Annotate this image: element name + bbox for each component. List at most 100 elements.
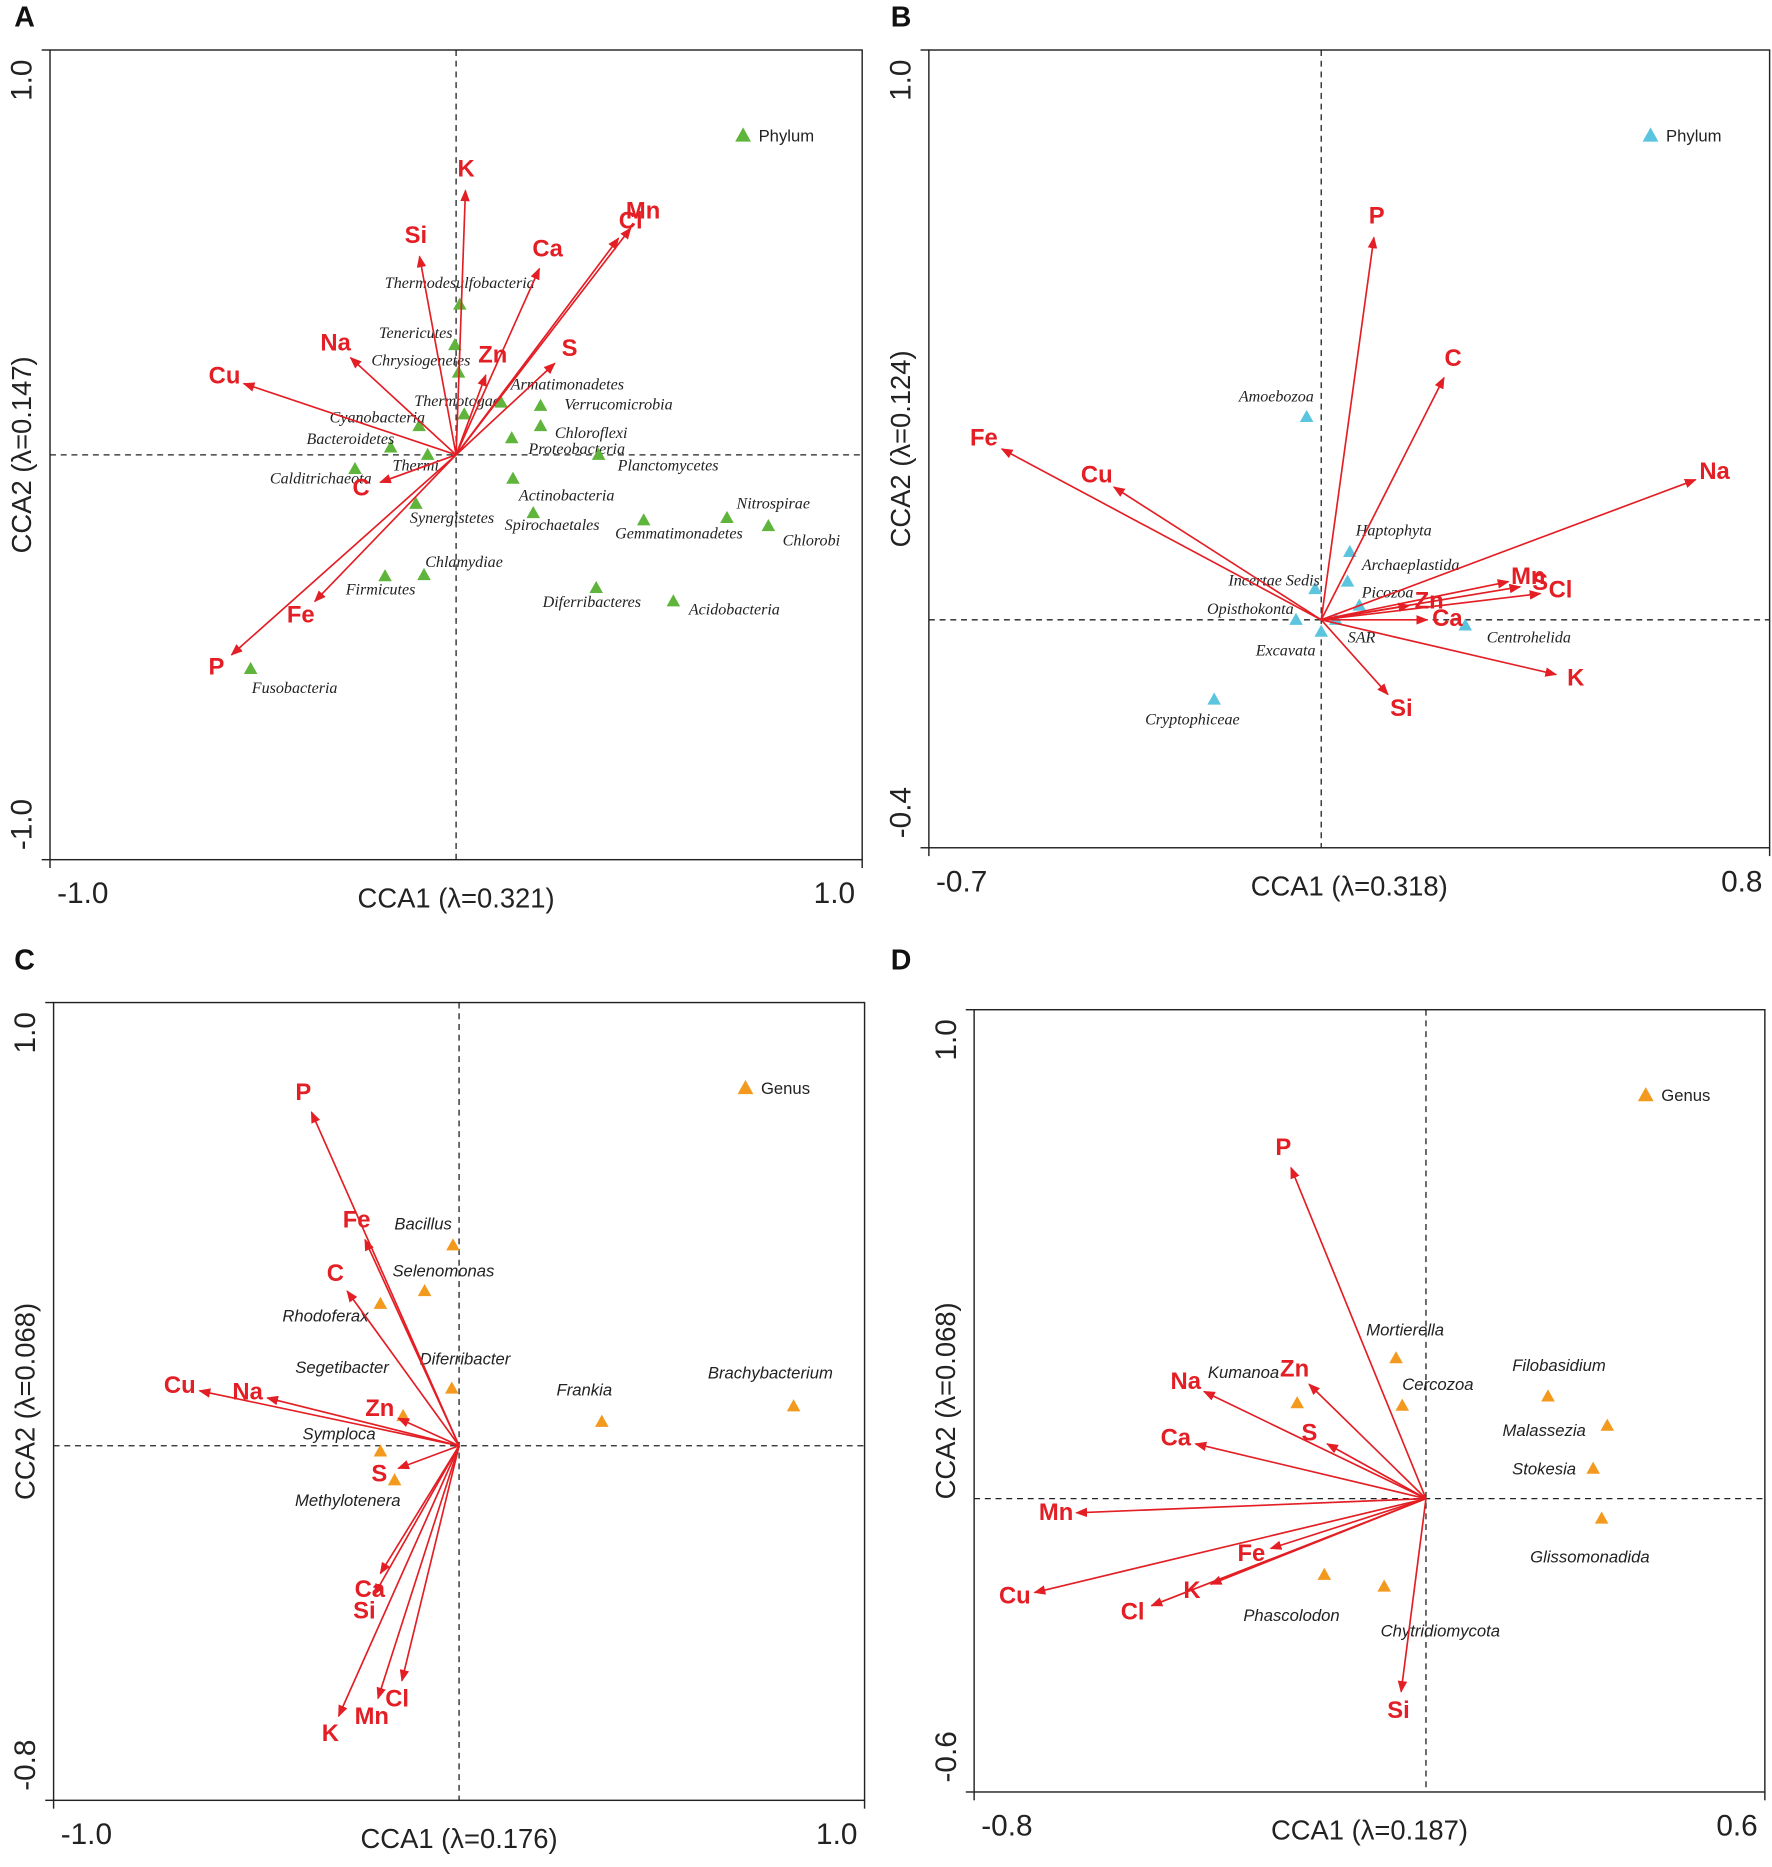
- arrow-label: Fe: [970, 425, 998, 452]
- panel-letter: A: [14, 2, 35, 34]
- env-arrow: [1269, 1497, 1427, 1550]
- sample-point: [595, 1414, 609, 1427]
- env-arrow: [1194, 1441, 1427, 1500]
- point-label: Chytridiomycota: [1381, 1621, 1500, 1640]
- panel: B -0.7 0.8 -0.4 1.0 CCA1 (λ=0.318) CCA2 (λ=0.1…: [885, 2, 1771, 901]
- env-arrow: [1321, 590, 1542, 621]
- sample-point: [412, 418, 426, 432]
- env-arrow: [455, 362, 556, 456]
- arrow-label: Si: [353, 1598, 375, 1625]
- point-label: Mortierella: [1366, 1320, 1444, 1339]
- arrow-label: K: [458, 156, 475, 183]
- sample-point: [387, 1473, 402, 1486]
- point-label: Kumanoa: [1208, 1363, 1279, 1382]
- y-tick-label: 1.0: [6, 60, 39, 101]
- y-tick-label: 1.0: [930, 1019, 963, 1060]
- sample-point: [448, 337, 462, 351]
- arrow-label: Mn: [1039, 1499, 1073, 1526]
- env-arrow: [1308, 1383, 1427, 1500]
- arrow-label: Zn: [1415, 588, 1444, 615]
- point-label: Stokesia: [1512, 1459, 1576, 1478]
- env-arrow: [1321, 579, 1510, 621]
- arrow-label: Cu: [164, 1372, 196, 1399]
- y-axis-title: CCA2 (λ=0.124): [885, 350, 916, 547]
- env-arrow: [364, 1238, 460, 1447]
- point-label: Archaeplastida: [1361, 557, 1460, 574]
- legend-marker: [1637, 1087, 1654, 1102]
- arrow-label: Zn: [478, 341, 507, 368]
- env-arrow: [1320, 619, 1389, 696]
- env-arrow: [1321, 602, 1411, 621]
- point-label: Firmicutes: [345, 581, 416, 598]
- env-arrow: [349, 356, 457, 456]
- env-arrow: [1290, 1166, 1427, 1499]
- arrow-label: Fe: [287, 601, 315, 628]
- arrow-label: Cl: [385, 1686, 409, 1713]
- panel-letter: B: [891, 2, 912, 34]
- sample-point: [1458, 618, 1473, 631]
- legend-label: Genus: [1661, 1086, 1710, 1105]
- env-arrow: [455, 237, 620, 456]
- arrow-label: S: [562, 335, 578, 362]
- point-label: Armatimonadetes: [510, 377, 624, 394]
- point-label: Spirochaetales: [505, 517, 600, 534]
- sample-point: [666, 594, 681, 607]
- y-tick-label: -1.0: [6, 799, 39, 850]
- sample-point: [1340, 574, 1355, 587]
- panel-letter: C: [14, 945, 35, 977]
- x-axis-title: CCA1 (λ=0.187): [1271, 1815, 1468, 1846]
- y-axis-title: CCA2 (λ=0.147): [6, 356, 37, 553]
- env-arrow: [376, 1445, 460, 1700]
- sample-point: [417, 1283, 432, 1297]
- point-label: Centrohelida: [1487, 629, 1571, 646]
- arrow-label: Fe: [343, 1207, 371, 1234]
- x-axis-title: CCA1 (λ=0.321): [358, 882, 555, 913]
- arrow-label: Cl: [1549, 577, 1573, 604]
- env-arrow: [337, 1445, 460, 1718]
- sample-point: [526, 505, 541, 519]
- sample-point: [506, 471, 520, 484]
- panel: D -0.8 0.6 -0.6 1.0 CCA1 (λ=0.187) CCA2 (λ=0.0…: [891, 945, 1766, 1846]
- sample-point: [761, 518, 776, 532]
- arrow-label: Ca: [532, 235, 563, 262]
- env-arrow: [1033, 1497, 1427, 1595]
- point-label: Bacteroidetes: [307, 431, 395, 448]
- sample-point: [1377, 1579, 1391, 1592]
- arrow-label: Cu: [999, 1583, 1031, 1610]
- point-label: Filobasidium: [1512, 1356, 1606, 1375]
- arrow-label: P: [295, 1079, 311, 1106]
- arrow-label: Si: [405, 222, 427, 249]
- point-label: Phascolodon: [1243, 1606, 1339, 1625]
- point-label: Brachybacterium: [708, 1364, 833, 1383]
- point-label: Incertae Sedis: [1227, 573, 1319, 590]
- arrow-label: Na: [232, 1378, 263, 1405]
- arrow-label: Na: [320, 329, 351, 356]
- env-arrow: [1000, 448, 1322, 621]
- point-label: Diferribacteres: [542, 594, 641, 611]
- env-arrow: [242, 382, 457, 456]
- x-tick-label: -1.0: [57, 877, 108, 910]
- env-arrow: [1075, 1497, 1427, 1518]
- sample-point: [720, 510, 734, 523]
- arrow-label: Cl: [619, 207, 643, 234]
- arrow-label: Na: [1699, 458, 1730, 485]
- sample-point: [1594, 1511, 1609, 1524]
- arrow-label: Na: [1171, 1368, 1202, 1395]
- sample-point: [1600, 1418, 1615, 1431]
- sample-point: [1308, 581, 1322, 595]
- sample-point: [1586, 1461, 1600, 1474]
- arrow-label: Si: [1390, 695, 1412, 722]
- env-arrow: [399, 1445, 460, 1682]
- sample-point: [452, 297, 467, 310]
- point-label: Picozoa: [1361, 584, 1414, 601]
- sample-point: [1314, 624, 1329, 637]
- panel-letter: D: [891, 945, 912, 977]
- point-label: Selenomonas: [392, 1261, 494, 1280]
- arrow-label: Zn: [365, 1395, 394, 1422]
- arrow-label: Mn: [626, 197, 660, 224]
- arrow-label: S: [1301, 1419, 1317, 1446]
- y-axis-title: CCA2 (λ=0.068): [930, 1302, 961, 1499]
- env-arrow: [1209, 1497, 1427, 1585]
- sample-point: [636, 513, 651, 526]
